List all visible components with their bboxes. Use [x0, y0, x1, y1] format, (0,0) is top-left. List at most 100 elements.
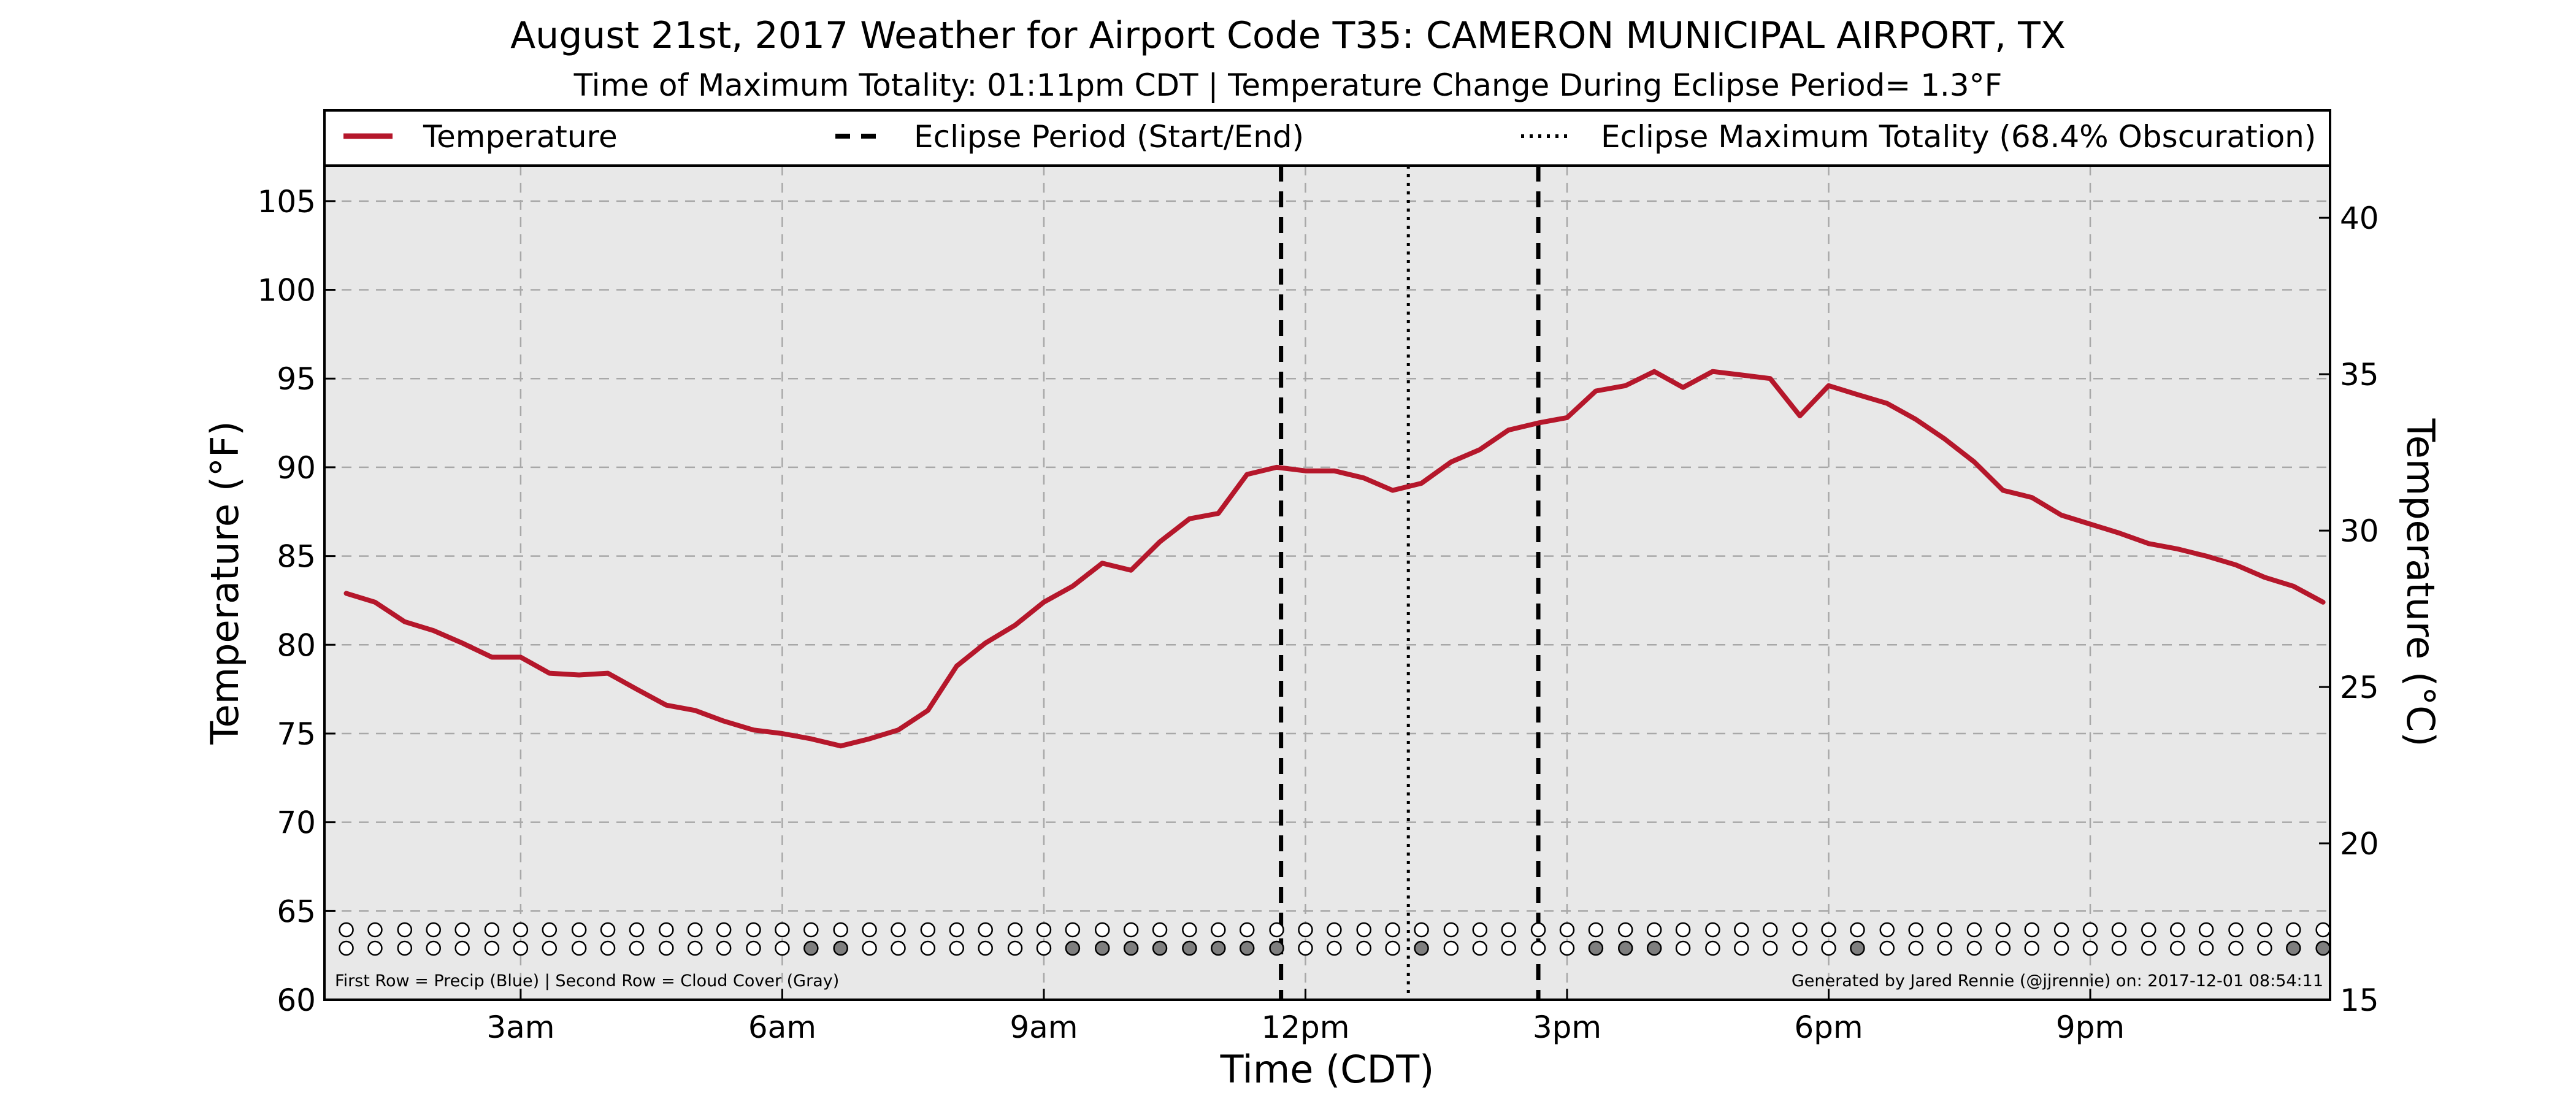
tick-label-x: 12pm: [1261, 1010, 1349, 1045]
precip-dot: [1705, 922, 1720, 938]
cloud-cover-dot: [891, 940, 906, 956]
precip-dot: [397, 922, 413, 938]
cloud-cover-dot: [716, 940, 732, 956]
tick-label-y-right: 25: [2340, 670, 2379, 705]
cloud-cover-dot: [1007, 940, 1023, 956]
cloud-cover-dot: [1966, 940, 1982, 956]
cloud-cover-dot: [2053, 940, 2069, 956]
chart-title: August 21st, 2017 Weather for Airport Co…: [510, 14, 2066, 57]
cloud-cover-dot: [2024, 940, 2040, 956]
cloud-cover-dot: [920, 940, 936, 956]
cloud-cover-dot: [949, 940, 965, 956]
precip-dot: [2198, 922, 2214, 938]
cloud-cover-dot: [571, 940, 587, 956]
tick-label-y-right: 15: [2340, 983, 2379, 1018]
precip-dot: [454, 922, 470, 938]
precip-dot: [1356, 922, 1371, 938]
precip-dot: [339, 922, 354, 938]
precip-dot: [2169, 922, 2185, 938]
cloud-cover-dot: [1443, 940, 1459, 956]
precip-dot: [716, 922, 732, 938]
precip-dot: [1472, 922, 1488, 938]
precip-dot: [1792, 922, 1807, 938]
legend-label-eclipse-period: Eclipse Period (Start/End): [914, 119, 1304, 155]
tick-label-y-left: 60: [277, 983, 316, 1018]
cloud-cover-dot: [1472, 940, 1488, 956]
tick-label-y-left: 75: [277, 716, 316, 752]
cloud-cover-dot: [1675, 940, 1691, 956]
precip-dot: [1298, 922, 1313, 938]
precip-dot: [1879, 922, 1895, 938]
cloud-cover-dot: [339, 940, 354, 956]
precip-dot: [426, 922, 441, 938]
tick-label-y-right: 30: [2340, 513, 2379, 549]
legend-box: [323, 109, 2331, 167]
cloud-cover-dot: [1559, 940, 1575, 956]
precip-dot: [542, 922, 558, 938]
precip-dot: [1239, 922, 1255, 938]
x-axis-label: Time (CDT): [1220, 1047, 1435, 1092]
precip-dot: [1588, 922, 1604, 938]
cloud-cover-dot: [1152, 940, 1168, 956]
cloud-cover-dot: [454, 940, 470, 956]
precip-dot: [978, 922, 993, 938]
cloud-cover-dot: [2141, 940, 2156, 956]
precip-dot: [891, 922, 906, 938]
precip-dot: [367, 922, 383, 938]
precip-dot: [2082, 922, 2098, 938]
tick-label-x: 3pm: [1533, 1010, 1601, 1045]
precip-dot: [1182, 922, 1197, 938]
cloud-cover-dot: [1879, 940, 1895, 956]
cloud-cover-dot: [1792, 940, 1807, 956]
cloud-cover-dot: [1617, 940, 1633, 956]
tick-label-x: 9pm: [2056, 1010, 2125, 1045]
eclipse-markers: [1279, 166, 1541, 1000]
cloud-cover-dot: [833, 940, 848, 956]
cloud-cover-dot: [1327, 940, 1342, 956]
cloud-cover-dot: [600, 940, 616, 956]
cloud-cover-dot: [2111, 940, 2127, 956]
cloud-cover-dot: [1937, 940, 1952, 956]
cloud-cover-dot: [687, 940, 703, 956]
cloud-cover-dot: [1298, 940, 1313, 956]
tick-label-y-right: 35: [2340, 357, 2379, 393]
precip-dot: [1007, 922, 1023, 938]
precip-dot: [1152, 922, 1168, 938]
cloud-cover-dot: [2257, 940, 2272, 956]
precip-dot: [1734, 922, 1749, 938]
cloud-cover-dot: [1239, 940, 1255, 956]
tick-label-x: 6pm: [1794, 1010, 1863, 1045]
legend-label-eclipse-max: Eclipse Maximum Totality (68.4% Obscurat…: [1601, 119, 2316, 155]
cloud-cover-dot: [1356, 940, 1371, 956]
precip-dot: [775, 922, 790, 938]
precip-dot: [484, 922, 500, 938]
y-axis-label-left: Temperature (°F): [202, 421, 247, 745]
precip-dot: [1065, 922, 1081, 938]
cloud-cover-dot: [2169, 940, 2185, 956]
cloud-cover-dot: [1211, 940, 1226, 956]
cloud-cover-dot: [484, 940, 500, 956]
cloud-cover-dot: [513, 940, 529, 956]
cloud-cover-dot: [2228, 940, 2244, 956]
cloud-cover-dot: [978, 940, 993, 956]
cloud-cover-dot: [1269, 940, 1284, 956]
cloud-cover-dot: [1995, 940, 2011, 956]
cloud-cover-dot: [397, 940, 413, 956]
temperature-line: [343, 369, 2326, 749]
precip-dot: [949, 922, 965, 938]
cloud-cover-dot: [1588, 940, 1604, 956]
precip-dot: [1530, 922, 1546, 938]
chart-subtitle: Time of Maximum Totality: 01:11pm CDT | …: [573, 67, 2003, 103]
cloud-cover-dot: [2315, 940, 2331, 956]
cloud-cover-dot: [1646, 940, 1662, 956]
precip-dot: [1617, 922, 1633, 938]
precip-dot: [571, 922, 587, 938]
cloud-cover-dot: [1065, 940, 1081, 956]
tick-label-y-left: 70: [277, 805, 316, 841]
precip-dot: [1327, 922, 1342, 938]
precip-dot: [2228, 922, 2244, 938]
cloud-cover-dot: [1705, 940, 1720, 956]
tick-label-x: 3am: [486, 1010, 554, 1045]
precip-dot: [2286, 922, 2301, 938]
